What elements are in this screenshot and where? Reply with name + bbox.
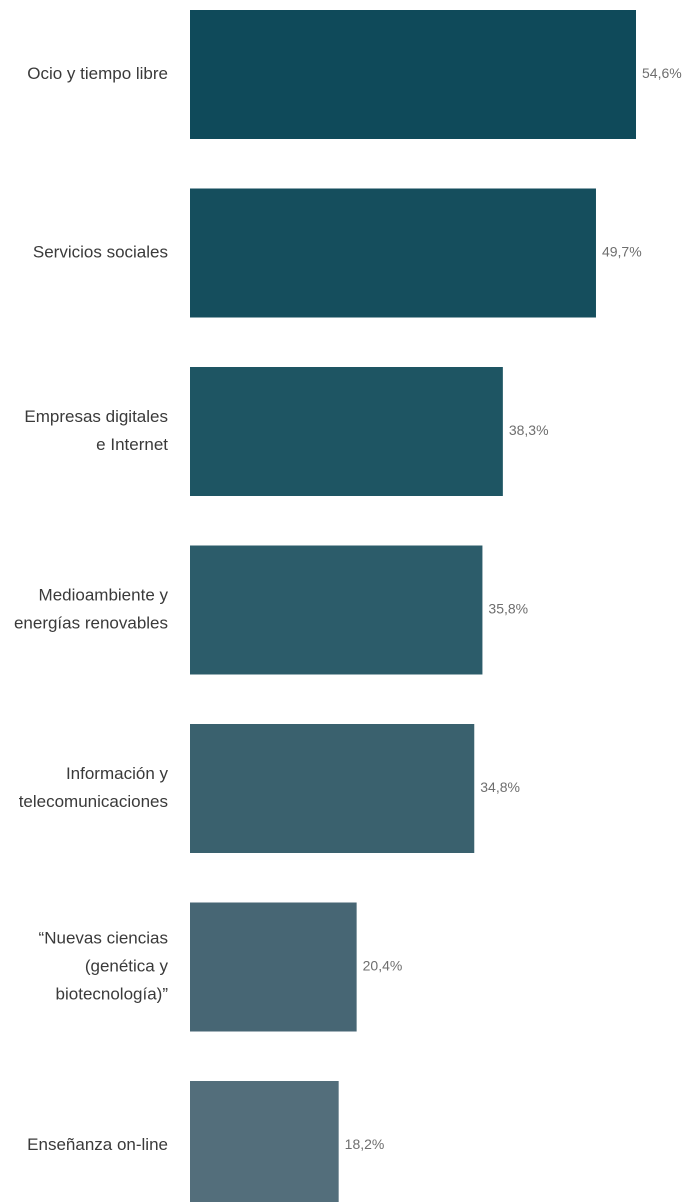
value-label-2: 49,7% xyxy=(602,244,642,260)
value-label-5: 34,8% xyxy=(480,779,520,795)
bar-7 xyxy=(190,1081,339,1202)
bar-1 xyxy=(190,10,636,139)
category-label-line: “Nuevas ciencias xyxy=(39,928,168,947)
category-label-line: biotecnología)” xyxy=(56,984,169,1003)
category-label-line: Medioambiente y xyxy=(39,585,169,604)
category-label-4: Medioambiente y energías renovables xyxy=(14,585,169,632)
category-label-3: Empresas digitales e Internet xyxy=(24,407,168,454)
category-label-line: Ocio y tiempo libre xyxy=(27,64,168,83)
category-label-line: Empresas digitales xyxy=(24,407,168,426)
value-label-3: 38,3% xyxy=(509,422,549,438)
value-label-4: 35,8% xyxy=(488,601,528,617)
category-label-line: e Internet xyxy=(96,435,168,454)
category-label-1: Ocio y tiempo libre xyxy=(27,64,168,83)
category-label-line: energías renovables xyxy=(14,613,168,632)
bar-3 xyxy=(190,367,503,496)
category-label-5: Información y telecomunicaciones xyxy=(19,764,169,811)
bar-2 xyxy=(190,188,596,318)
category-label-2: Servicios sociales xyxy=(33,242,168,261)
category-label-line: Enseñanza on-line xyxy=(27,1135,168,1154)
category-label-line: Servicios sociales xyxy=(33,242,168,261)
category-label-7: Enseñanza on-line xyxy=(27,1135,168,1154)
bar-4 xyxy=(190,545,483,675)
value-label-6: 20,4% xyxy=(363,958,403,974)
category-label-line: (genética y xyxy=(85,956,169,975)
bar-5 xyxy=(190,724,475,853)
value-label-1: 54,6% xyxy=(642,65,682,81)
value-label-7: 18,2% xyxy=(345,1136,385,1152)
category-label-line: Información y xyxy=(66,764,169,783)
bar-6 xyxy=(190,902,357,1032)
category-label-6: “Nuevas ciencias (genética y biotecnología… xyxy=(39,928,169,1003)
category-label-line: telecomunicaciones xyxy=(19,792,168,811)
